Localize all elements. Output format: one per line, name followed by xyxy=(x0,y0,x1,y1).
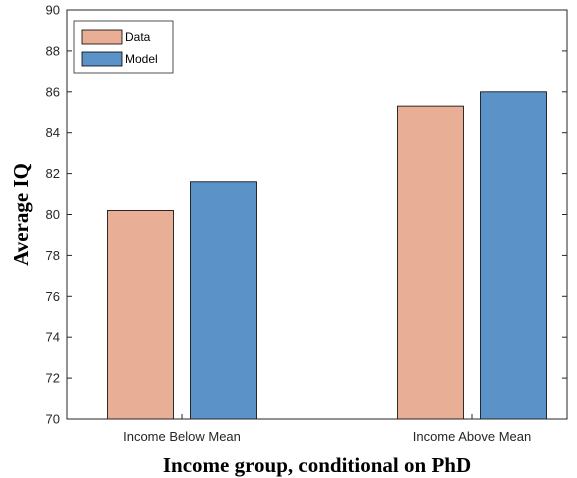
legend-label-data: Data xyxy=(125,30,151,44)
legend-swatch-data xyxy=(81,29,123,45)
x-ticks-group: Income Below Mean Income Above Mean xyxy=(123,414,531,444)
y-tick-label: 78 xyxy=(46,248,60,263)
plot-frame xyxy=(66,9,568,420)
y-tick-label: 86 xyxy=(46,84,60,99)
bar-data-1 xyxy=(107,210,174,420)
y-tick-label: 90 xyxy=(46,3,60,18)
x-tick-label: Income Below Mean xyxy=(123,429,241,444)
y-tick-label: 72 xyxy=(46,371,60,386)
y-tick-label: 74 xyxy=(46,330,60,345)
y-tick-label: 80 xyxy=(46,207,60,222)
x-axis-title: Income group, conditional on PhD xyxy=(163,453,471,477)
y-tick-label: 70 xyxy=(46,412,60,427)
x-tick-label: Income Above Mean xyxy=(413,429,532,444)
y-tick-label: 84 xyxy=(46,125,60,140)
legend: Data Model xyxy=(73,20,174,74)
bar-data-2 xyxy=(397,105,464,420)
y-tick-label: 76 xyxy=(46,289,60,304)
legend-label-model: Model xyxy=(125,52,158,66)
legend-swatch-model xyxy=(81,51,123,67)
y-tick-label: 82 xyxy=(46,166,60,181)
y-tick-label: 88 xyxy=(46,43,60,58)
bars-group xyxy=(107,91,547,420)
bar-model-1 xyxy=(190,181,257,420)
y-axis-title: Average IQ xyxy=(9,163,33,266)
y-ticks-group: 70 72 74 76 78 80 82 84 86 88 90 xyxy=(46,3,567,427)
bar-model-2 xyxy=(480,91,547,420)
